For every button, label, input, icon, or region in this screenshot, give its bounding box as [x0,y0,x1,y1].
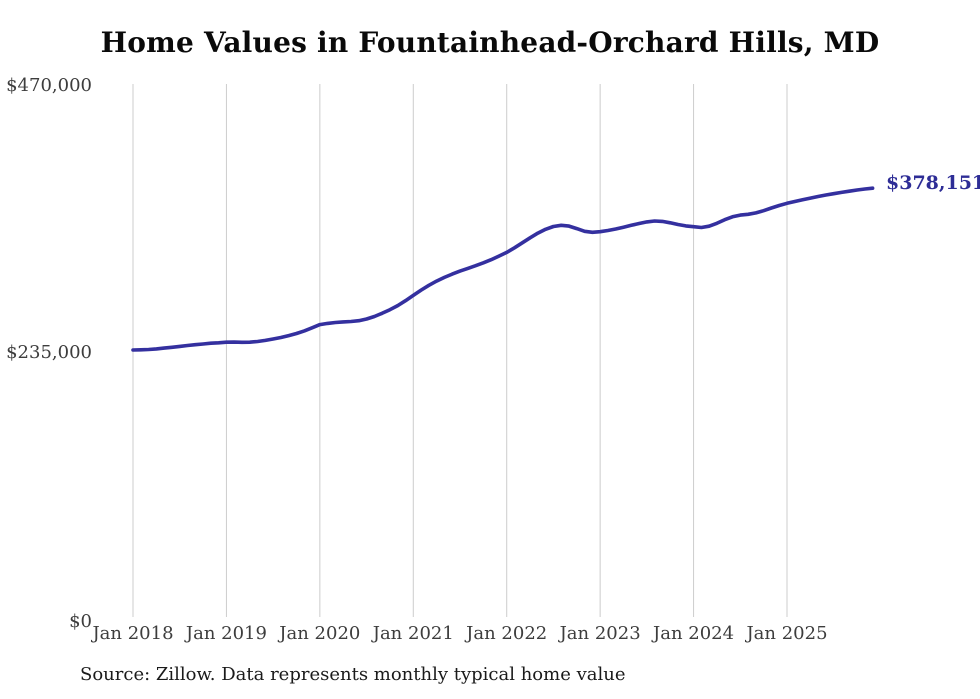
x-tick-label: Jan 2019 [185,623,267,644]
x-tick-label: Jan 2022 [466,623,548,644]
home-value-line [131,186,875,352]
y-tick-label: $0 [69,611,92,632]
x-tick-label: Jan 2018 [92,623,174,644]
source-note: Source: Zillow. Data represents monthly … [80,664,626,685]
latest-value-label: $378,151 [886,172,980,194]
x-tick-label: Jan 2023 [559,623,641,644]
chart-title: Home Values in Fountainhead-Orchard Hill… [100,26,880,59]
x-tick-label: Jan 2020 [279,623,361,644]
x-tick-label: Jan 2025 [746,623,828,644]
y-tick-label: $235,000 [6,341,92,363]
x-tick-label: Jan 2024 [653,623,735,644]
x-tick-label: Jan 2021 [372,623,454,644]
y-tick-label: $470,000 [6,75,92,96]
